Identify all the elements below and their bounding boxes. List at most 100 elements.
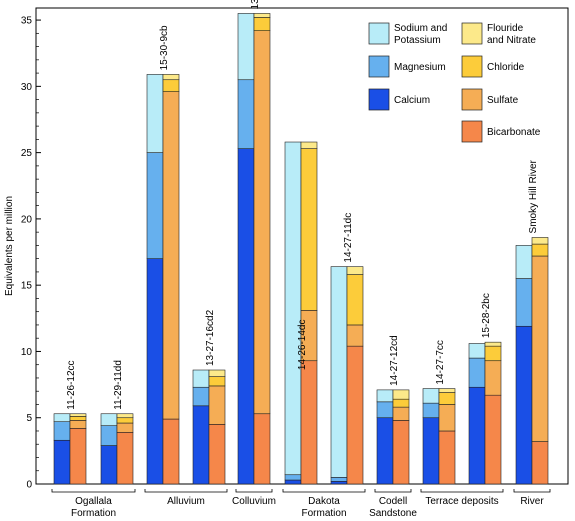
group-label: Sandstone xyxy=(369,508,417,519)
anion-bar-chloride xyxy=(69,416,87,421)
anion-bar-bicarbonate xyxy=(208,424,226,485)
sample-label: 14-26-14dc xyxy=(297,320,308,371)
cation-bar-magnesium xyxy=(376,401,394,419)
sample-labels: 11-26-12cc 11-29-11dd 15-30-9cb 13-27-16cd2… xyxy=(66,0,539,410)
anion-bar-bicarbonate xyxy=(300,360,318,485)
legend-label: Bicarbonate xyxy=(487,127,541,138)
anion-bar-chloride xyxy=(253,17,271,31)
anion-bar-sulfate xyxy=(116,422,134,433)
sample-label: 13-27-16cd2 xyxy=(205,309,216,366)
group-label: Terrace deposits xyxy=(425,496,498,507)
cation-bar-calcium xyxy=(192,405,210,485)
sample-14-26-14dc xyxy=(284,141,318,485)
cation-bar-calcium xyxy=(100,445,118,485)
anion-bar-bicarbonate xyxy=(116,432,134,485)
cation-bar-magnesium xyxy=(330,477,348,482)
anion-bar-fluoride-nitrate xyxy=(162,74,180,81)
anion-bar-chloride xyxy=(116,417,134,424)
y-tick-label: 5 xyxy=(26,413,32,424)
y-tick-label: 25 xyxy=(21,148,33,159)
anion-bar-bicarbonate xyxy=(162,418,180,485)
anion-bar-chloride xyxy=(438,392,456,405)
anion-bar-fluoride-nitrate xyxy=(116,413,134,419)
y-tick-label: 30 xyxy=(21,82,33,93)
cation-bar-sodium-potassium xyxy=(376,389,394,403)
anion-bar-chloride xyxy=(162,79,180,92)
anion-bar-bicarbonate xyxy=(69,428,87,485)
cation-bar-magnesium xyxy=(146,152,164,259)
cation-bar-calcium xyxy=(53,439,71,485)
anion-bar-chloride xyxy=(300,148,318,311)
y-tick-label: 15 xyxy=(21,281,33,292)
anion-bar-fluoride-nitrate xyxy=(531,237,549,245)
cation-bar-sodium-potassium xyxy=(237,13,255,81)
legend-item-magnesium: Magnesium xyxy=(368,55,446,78)
cation-bar-calcium xyxy=(422,417,440,485)
sample-15-30-9cb xyxy=(146,74,180,485)
group-label: River xyxy=(520,496,544,507)
y-axis-label: Equivalents per million xyxy=(4,196,15,296)
anion-bar-chloride xyxy=(392,398,410,408)
cation-bar-magnesium xyxy=(468,357,486,388)
cation-bar-magnesium xyxy=(192,386,210,407)
legend-swatch xyxy=(461,22,483,45)
legend-label: Potassium xyxy=(394,35,441,46)
anion-bar-sulfate xyxy=(438,404,456,432)
cation-bar-magnesium xyxy=(284,474,302,481)
anion-bar-bicarbonate xyxy=(531,441,549,485)
anion-bar-fluoride-nitrate xyxy=(300,141,318,149)
legend-swatch xyxy=(368,88,390,111)
legend-swatch xyxy=(368,55,390,78)
cation-bar-magnesium xyxy=(422,402,440,419)
group-river: River xyxy=(513,489,551,507)
cation-bar-calcium xyxy=(237,148,255,485)
sample-label: 15-28-2bc xyxy=(481,293,492,338)
cation-bar-magnesium xyxy=(53,421,71,441)
cation-bar-magnesium xyxy=(100,425,118,446)
cation-bar-sodium-potassium xyxy=(53,413,71,423)
anion-bar-sulfate xyxy=(162,91,180,420)
group-bracket xyxy=(144,489,228,493)
anion-bar-fluoride-nitrate xyxy=(438,388,456,393)
cation-bar-sodium-potassium xyxy=(515,245,533,279)
cation-bar-calcium xyxy=(376,417,394,485)
y-tick-label: 0 xyxy=(26,480,32,491)
sample-smoky-hill-river xyxy=(515,237,549,485)
sample-13-30-35ca xyxy=(237,13,271,485)
sample-label: 11-29-11dd xyxy=(113,360,124,410)
sample-11-26-12cc xyxy=(53,413,87,485)
anion-bar-chloride xyxy=(208,376,226,387)
y-tick-label: 10 xyxy=(21,347,33,358)
cation-bar-magnesium xyxy=(515,278,533,327)
sample-14-27-12cd xyxy=(376,389,410,485)
cation-bar-sodium-potassium xyxy=(468,343,486,359)
legend-swatch xyxy=(461,55,483,78)
sample-14-27-7cc xyxy=(422,388,456,485)
anion-bar-chloride xyxy=(531,243,549,257)
cation-bar-calcium xyxy=(468,386,486,485)
legend-swatch xyxy=(368,22,390,45)
anion-bar-fluoride-nitrate xyxy=(346,266,364,275)
anion-bar-sulfate xyxy=(392,406,410,421)
group-alluvium: Alluvium xyxy=(144,489,228,507)
anion-bar-bicarbonate xyxy=(392,420,410,485)
anion-bar-sulfate xyxy=(531,255,549,442)
group-label: Colluvium xyxy=(232,496,276,507)
legend-swatch xyxy=(461,120,483,143)
group-bracket xyxy=(420,489,504,493)
anion-bar-fluoride-nitrate xyxy=(392,389,410,400)
anion-bar-sulfate xyxy=(69,420,87,429)
cation-bar-calcium xyxy=(284,479,302,485)
cation-bar-magnesium xyxy=(237,79,255,149)
cation-bar-sodium-potassium xyxy=(192,369,210,388)
group-label: Ogallala xyxy=(75,496,112,507)
group-bracket xyxy=(51,489,136,493)
cation-bar-sodium-potassium xyxy=(146,74,164,153)
sample-13-27-16cd2 xyxy=(192,369,226,485)
